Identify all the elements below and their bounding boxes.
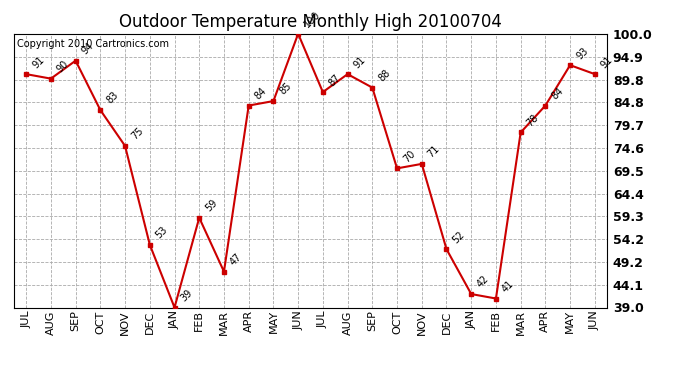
Text: 42: 42	[475, 274, 491, 290]
Title: Outdoor Temperature Monthly High 20100704: Outdoor Temperature Monthly High 2010070…	[119, 13, 502, 31]
Text: 90: 90	[55, 59, 71, 75]
Text: 52: 52	[451, 229, 466, 245]
Text: 87: 87	[327, 72, 343, 88]
Text: 85: 85	[277, 81, 293, 97]
Text: 47: 47	[228, 252, 244, 267]
Text: 84: 84	[549, 86, 565, 101]
Text: 93: 93	[574, 45, 590, 61]
Text: 94: 94	[80, 41, 95, 57]
Text: 91: 91	[30, 54, 46, 70]
Text: 41: 41	[500, 279, 516, 294]
Text: 70: 70	[401, 148, 417, 164]
Text: 88: 88	[377, 68, 392, 83]
Text: 53: 53	[154, 225, 170, 240]
Text: 59: 59	[204, 198, 219, 214]
Text: 75: 75	[129, 126, 145, 142]
Text: 84: 84	[253, 86, 268, 101]
Text: 91: 91	[599, 54, 615, 70]
Text: 83: 83	[104, 90, 120, 106]
Text: 71: 71	[426, 144, 442, 160]
Text: 100: 100	[302, 9, 322, 30]
Text: 78: 78	[525, 112, 541, 128]
Text: Copyright 2010 Cartronics.com: Copyright 2010 Cartronics.com	[17, 39, 169, 49]
Text: 91: 91	[352, 54, 368, 70]
Text: 39: 39	[179, 288, 195, 303]
